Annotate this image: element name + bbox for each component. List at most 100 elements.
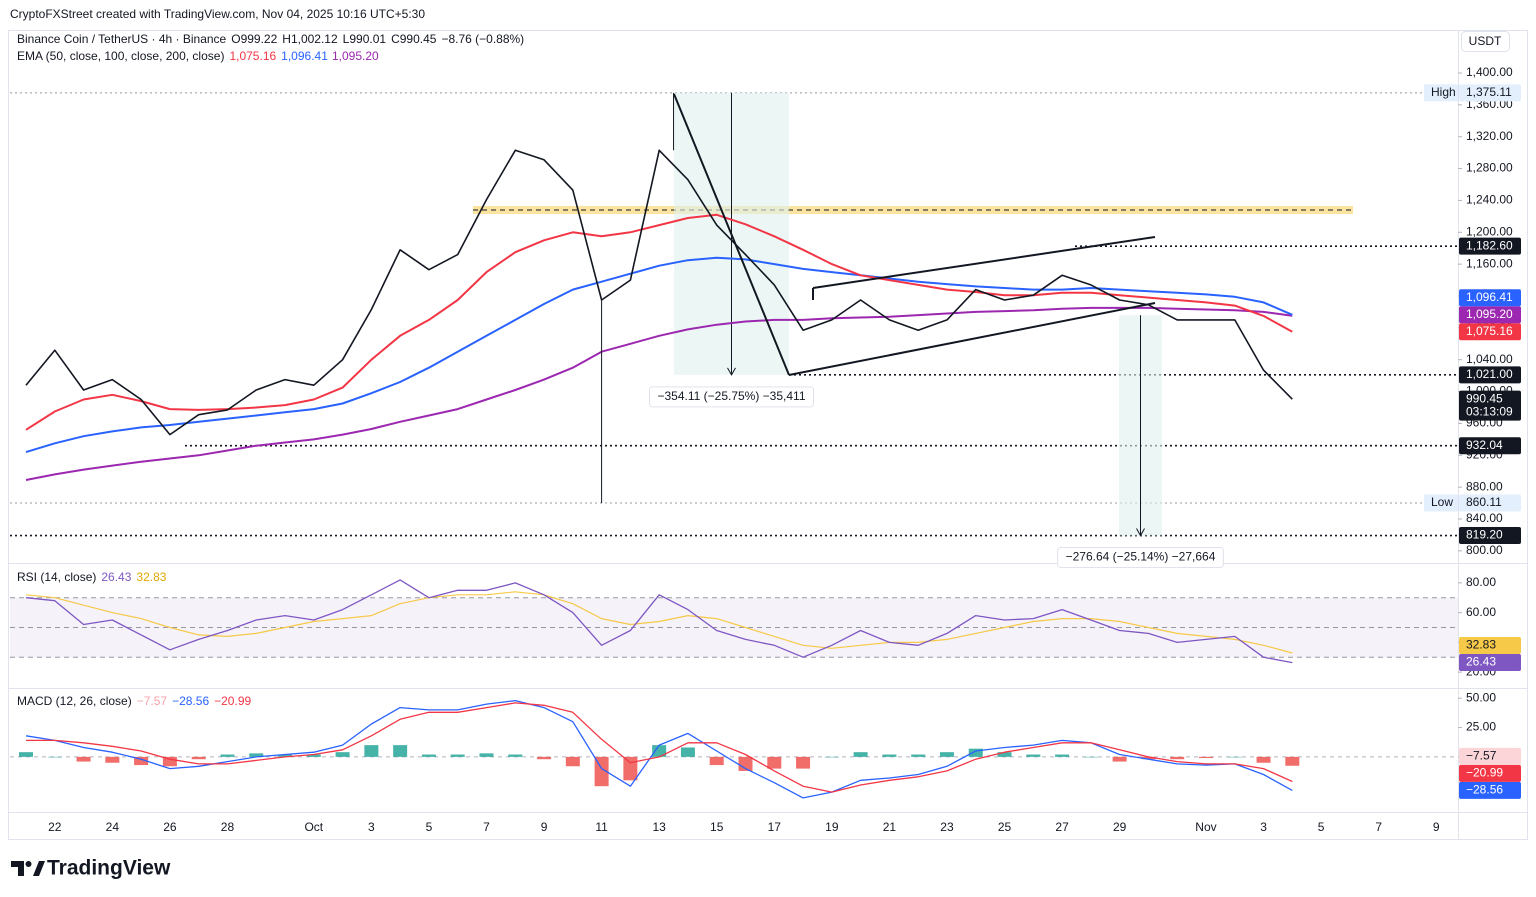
histogram-bar: [537, 756, 552, 760]
y-tick-label: 60.00: [1466, 605, 1496, 619]
legend-item: 32.83: [136, 570, 166, 584]
arrow-head: [727, 367, 736, 376]
signal-last: −20.99: [1466, 766, 1503, 780]
histogram-bar: [508, 754, 523, 757]
y-tick-label: 1,280.00: [1466, 161, 1513, 175]
level-label: 1,182.60: [1466, 238, 1513, 252]
ema-last-box: [1459, 306, 1521, 324]
x-tick-label: 23: [940, 820, 954, 834]
x-tick-label: 24: [106, 820, 120, 834]
y-tick-label: 25.00: [1466, 720, 1496, 734]
legend-item: C990.45: [391, 32, 437, 46]
rsi-line: [25, 579, 1293, 664]
y-tick-label: 800.00: [1466, 543, 1503, 557]
legend-item: 1,095.20: [332, 49, 379, 63]
legend-item: −28.56: [172, 694, 209, 708]
x-tick-label: 3: [368, 820, 375, 834]
x-tick-label: 7: [483, 820, 490, 834]
brand: TradingView: [47, 857, 171, 880]
histogram-bar: [105, 756, 120, 763]
level-label-box: [1459, 527, 1521, 545]
trend-line: [812, 236, 1156, 289]
countdown: 03:13:09: [1466, 404, 1513, 418]
y-tick-label: 1,040.00: [1466, 352, 1513, 366]
histogram-bar: [278, 754, 293, 757]
histogram-bar: [1256, 756, 1271, 763]
histogram-bar: [824, 756, 839, 758]
macd-last-box: [1459, 781, 1521, 799]
histogram-bar: [594, 756, 609, 787]
rsi-last: 26.43: [1466, 655, 1496, 669]
level-label-box: [1459, 84, 1521, 102]
y-tick-label: 1,160.00: [1466, 256, 1513, 270]
y-tick-label: 1,240.00: [1466, 193, 1513, 207]
level-label-box: [1459, 437, 1521, 455]
histogram-bar: [1112, 756, 1127, 762]
trend-line: [788, 302, 1156, 376]
histogram-bar: [1026, 754, 1041, 757]
x-tick-label: 29: [1113, 820, 1127, 834]
histogram-bar: [335, 752, 350, 757]
legend-item: EMA (50, close, 100, close, 200, close): [17, 49, 224, 63]
ema-last: 1,095.20: [1466, 307, 1513, 321]
rsi-ma-last: 32.83: [1466, 638, 1496, 652]
y-tick-label: 50.00: [1466, 690, 1496, 704]
histogram-bar: [364, 745, 379, 757]
macd-line: [26, 702, 1293, 793]
hist-last-box: [1459, 747, 1521, 765]
legend-item: 26.43: [101, 570, 131, 584]
histogram-bar: [1141, 756, 1156, 760]
legend-item: O999.22: [231, 32, 277, 46]
x-tick-label: Nov: [1195, 820, 1216, 834]
x-tick-label: 9: [1433, 820, 1440, 834]
arrow-head: [1136, 528, 1145, 537]
x-tick-label: 15: [710, 820, 724, 834]
histogram-bar: [191, 756, 206, 760]
histogram-bar: [565, 756, 580, 767]
x-tick-label: 9: [541, 820, 548, 834]
hist-last: −7.57: [1466, 749, 1497, 763]
histogram-bar: [767, 756, 782, 769]
histogram-bar: [47, 756, 62, 758]
legend-item: 1,096.41: [281, 49, 328, 63]
histogram-bar: [997, 752, 1012, 757]
last-price-box: [1459, 390, 1521, 421]
x-tick-label: 5: [426, 820, 433, 834]
histogram-bar: [1083, 756, 1098, 758]
y-tick-label: 880.00: [1466, 479, 1503, 493]
histogram-bar: [393, 745, 408, 757]
logo-mark: [33, 861, 45, 876]
y-tick-label: 80.00: [1466, 575, 1496, 589]
x-tick-label: 19: [825, 820, 839, 834]
macd-last: −28.56: [1466, 783, 1503, 797]
histogram-bar: [450, 754, 465, 757]
x-tick-label: 22: [48, 820, 62, 834]
level-label: 1,021.00: [1466, 367, 1513, 381]
legend-item: −8.76 (−0.88%): [441, 32, 524, 46]
macd-line: [25, 699, 1293, 799]
measure-label: −354.11 (−25.75%) −35,411: [657, 389, 805, 403]
x-tick-label: 25: [998, 820, 1012, 834]
level-tag: Low: [1431, 495, 1453, 509]
logo: [11, 861, 45, 876]
ema-last-box: [1459, 323, 1521, 341]
last-price: 990.45: [1466, 391, 1503, 405]
level-label: 860.11: [1466, 495, 1502, 509]
level-tag: High: [1431, 85, 1456, 99]
level-label: 819.20: [1466, 528, 1503, 542]
histogram-bar: [709, 756, 724, 766]
ema-line: [25, 213, 1293, 431]
level-label: 1,375.11: [1466, 85, 1512, 99]
x-tick-label: 17: [768, 820, 782, 834]
histogram-bar: [134, 756, 149, 766]
histogram-bar: [680, 747, 695, 757]
histogram-bar: [1170, 756, 1185, 760]
histogram-bar: [796, 756, 811, 769]
level-label-box: [1459, 366, 1521, 384]
signal-last-box: [1459, 764, 1521, 782]
histogram-bar: [306, 754, 321, 757]
legend-item: H1,002.12: [282, 32, 338, 46]
legend: MACD (12, 26, close) −7.57 −28.56 −20.99: [17, 694, 251, 708]
measure-label-box: [1057, 547, 1224, 569]
